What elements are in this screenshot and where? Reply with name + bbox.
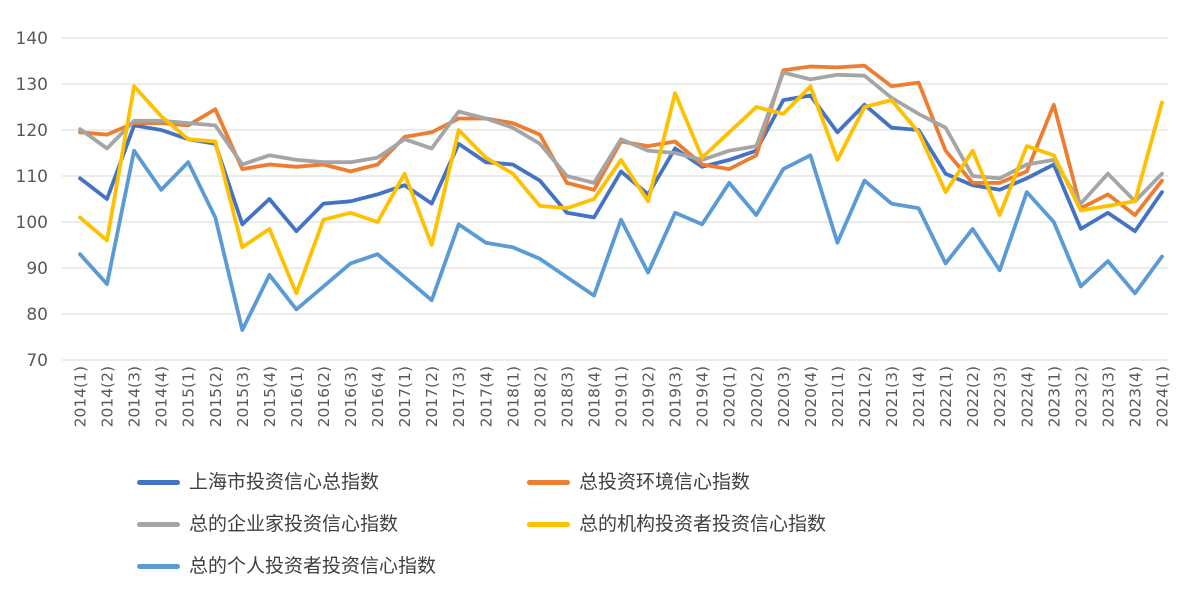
x-axis-tick-label: 2021(1) <box>829 366 847 427</box>
x-axis-tick-label: 2019(2) <box>640 366 658 427</box>
x-axis-tick-label: 2021(3) <box>883 366 901 427</box>
x-axis-tick-label: 2021(4) <box>910 366 928 427</box>
x-axis-tick-label: 2023(1) <box>1045 366 1063 427</box>
series-line-3 <box>78 84 1164 296</box>
legend-item-total-index: 上海市投资信心总指数 <box>137 468 527 497</box>
x-axis-tick-label: 2024(1) <box>1154 366 1172 427</box>
x-axis-tick-label: 2017(4) <box>477 366 495 427</box>
x-axis-tick-label: 2018(3) <box>558 366 576 427</box>
x-axis-tick-label: 2020(2) <box>748 366 766 427</box>
x-axis-tick-label: 2017(1) <box>396 366 414 427</box>
legend-swatch-orange <box>527 480 570 485</box>
legend-item-institutional-index: 总的机构投资者投资信心指数 <box>527 510 947 539</box>
x-axis-tick-label: 2015(3) <box>234 366 252 427</box>
x-axis-tick-label: 2016(4) <box>369 366 387 427</box>
x-axis-tick-label: 2020(3) <box>775 366 793 427</box>
x-axis-tick-label: 2015(4) <box>261 366 279 427</box>
x-axis-tick-label: 2020(4) <box>802 366 820 427</box>
x-axis-tick-label: 2018(1) <box>504 366 522 427</box>
x-axis-tick-label: 2023(3) <box>1099 366 1117 427</box>
y-axis-tick-label: 120 <box>16 121 48 141</box>
legend-swatch-gold <box>527 522 570 527</box>
x-axis-tick-label: 2022(2) <box>964 366 982 427</box>
plot-area: 70 80 90 100 110 120 130 140 2014(1) 2014(2) 2014(… <box>16 29 1172 427</box>
x-axis-tick-label: 2014(1) <box>72 366 90 427</box>
x-axis-tick-label: 2022(3) <box>991 366 1009 427</box>
legend-label: 总的企业家投资信心指数 <box>189 513 399 536</box>
x-axis-tick-label: 2016(2) <box>315 366 333 427</box>
y-axis-tick-label: 90 <box>26 259 48 279</box>
y-axis-tick-label: 100 <box>16 213 48 233</box>
x-axis-tick-label: 2016(1) <box>288 366 306 427</box>
y-axis-tick-label: 110 <box>16 167 48 187</box>
x-axis-tick-label: 2014(4) <box>153 366 171 427</box>
x-axis-tick-label: 2014(3) <box>126 366 144 427</box>
x-axis-tick-label: 2017(3) <box>450 366 468 427</box>
chart-legend: 上海市投资信心总指数 总投资环境信心指数 总的企业家投资信心指数 总的机构投资者… <box>137 468 1196 581</box>
legend-swatch-blue <box>137 480 180 485</box>
legend-swatch-lightblue <box>137 564 180 569</box>
y-axis-tick-label: 80 <box>26 305 48 325</box>
x-axis-tick-label: 2015(1) <box>180 366 198 427</box>
x-axis-tick-label: 2018(2) <box>531 366 549 427</box>
x-axis-tick-label: 2022(4) <box>1018 366 1036 427</box>
x-axis-tick-label: 2023(2) <box>1072 366 1090 427</box>
x-axis-tick-label: 2018(4) <box>585 366 603 427</box>
legend-label: 总的机构投资者投资信心指数 <box>579 513 827 536</box>
x-axis-tick-label: 2015(2) <box>207 366 225 427</box>
x-axis-tick-label: 2023(4) <box>1126 366 1144 427</box>
legend-label: 上海市投资信心总指数 <box>189 471 380 494</box>
legend-label: 总投资环境信心指数 <box>579 471 751 494</box>
x-axis-tick-label: 2016(3) <box>342 366 360 427</box>
x-axis-tick-label: 2019(1) <box>613 366 631 427</box>
series-line-4 <box>78 148 1164 333</box>
y-axis-tick-label: 140 <box>16 29 48 49</box>
x-axis-tick-label: 2017(2) <box>423 366 441 427</box>
x-axis-tick-label: 2020(1) <box>721 366 739 427</box>
x-axis-tick-label: 2021(2) <box>856 366 874 427</box>
series-line-0 <box>78 93 1164 234</box>
legend-label: 总的个人投资者投资信心指数 <box>189 555 437 578</box>
x-axis-tick-label: 2014(2) <box>99 366 117 427</box>
legend-item-individual-index: 总的个人投资者投资信心指数 <box>137 552 527 581</box>
legend-swatch-gray <box>137 522 180 527</box>
y-axis-tick-label: 130 <box>16 75 48 95</box>
legend-item-entrepreneur-index: 总的企业家投资信心指数 <box>137 510 527 539</box>
x-axis-tick-label: 2022(1) <box>937 366 955 427</box>
x-axis-tick-label: 2019(3) <box>667 366 685 427</box>
x-axis-tick-label: 2019(4) <box>694 366 712 427</box>
legend-item-environment-index: 总投资环境信心指数 <box>527 468 947 497</box>
y-axis-tick-label: 70 <box>26 351 48 371</box>
